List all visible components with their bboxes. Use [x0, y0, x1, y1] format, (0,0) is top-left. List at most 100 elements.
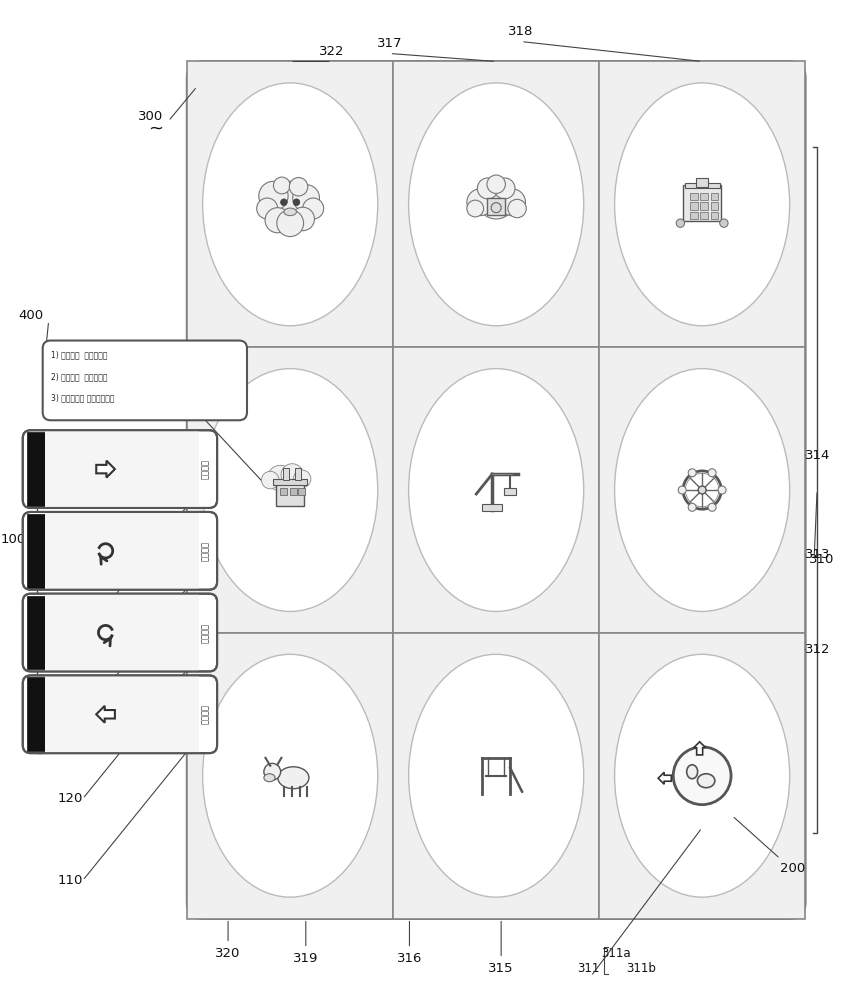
- Circle shape: [467, 200, 484, 217]
- Bar: [504, 488, 516, 495]
- Ellipse shape: [284, 208, 297, 216]
- Circle shape: [674, 747, 731, 805]
- Text: 110: 110: [58, 874, 83, 887]
- Text: 311: 311: [577, 962, 600, 975]
- Circle shape: [467, 189, 494, 216]
- Text: 3) 設定目的地 目的地：宇宙: 3) 設定目的地 目的地：宇宙: [51, 394, 114, 403]
- Text: 316: 316: [397, 952, 422, 965]
- Bar: [45, 675, 199, 753]
- Circle shape: [708, 469, 716, 477]
- Bar: [685, 183, 720, 188]
- Circle shape: [698, 486, 706, 494]
- Text: 120: 120: [58, 792, 83, 805]
- Bar: [27, 432, 45, 506]
- Ellipse shape: [409, 369, 583, 611]
- Ellipse shape: [264, 763, 281, 780]
- Circle shape: [688, 469, 696, 477]
- Circle shape: [267, 181, 314, 227]
- Text: 313: 313: [805, 548, 831, 561]
- Bar: [711, 193, 718, 200]
- Text: 312: 312: [805, 643, 831, 656]
- Circle shape: [273, 177, 290, 194]
- FancyBboxPatch shape: [23, 512, 217, 590]
- Text: 100: 100: [0, 533, 25, 546]
- Circle shape: [281, 464, 303, 486]
- Bar: [393, 61, 599, 347]
- Circle shape: [708, 503, 716, 511]
- Bar: [690, 212, 698, 219]
- Bar: [187, 347, 393, 633]
- Bar: [290, 488, 297, 495]
- Bar: [695, 178, 708, 187]
- Ellipse shape: [697, 774, 715, 788]
- Bar: [280, 488, 287, 495]
- Circle shape: [265, 208, 290, 233]
- Circle shape: [507, 199, 526, 218]
- Circle shape: [289, 178, 308, 196]
- Polygon shape: [96, 706, 115, 723]
- Text: 322: 322: [319, 45, 345, 58]
- Circle shape: [679, 486, 686, 494]
- Bar: [277, 484, 304, 506]
- Circle shape: [291, 207, 314, 231]
- Bar: [701, 212, 708, 219]
- Polygon shape: [694, 742, 706, 755]
- Text: 311a: 311a: [601, 947, 631, 960]
- FancyBboxPatch shape: [43, 341, 247, 420]
- Circle shape: [277, 210, 303, 237]
- Bar: [45, 594, 199, 671]
- Bar: [599, 61, 805, 347]
- Text: 400: 400: [19, 309, 43, 322]
- Bar: [187, 633, 393, 919]
- Ellipse shape: [409, 83, 583, 326]
- Ellipse shape: [687, 765, 698, 779]
- Bar: [273, 479, 307, 485]
- Text: 前進移動: 前進移動: [201, 459, 210, 479]
- Bar: [487, 198, 505, 215]
- Text: ~: ~: [148, 119, 163, 137]
- Text: 314: 314: [805, 449, 830, 462]
- Bar: [187, 61, 393, 347]
- Bar: [711, 202, 718, 210]
- Bar: [684, 185, 721, 221]
- Bar: [283, 468, 288, 480]
- Bar: [393, 347, 599, 633]
- Circle shape: [720, 219, 728, 227]
- Ellipse shape: [278, 767, 309, 789]
- Bar: [701, 193, 708, 200]
- Text: 140: 140: [58, 629, 83, 642]
- Bar: [298, 488, 304, 495]
- Bar: [45, 430, 199, 508]
- Bar: [27, 677, 45, 751]
- Text: 310: 310: [809, 553, 835, 566]
- Bar: [27, 596, 45, 669]
- Circle shape: [281, 199, 287, 206]
- Ellipse shape: [264, 774, 275, 782]
- Text: 318: 318: [508, 25, 534, 38]
- Text: 130: 130: [58, 711, 83, 724]
- Bar: [393, 633, 599, 919]
- Circle shape: [293, 199, 300, 206]
- Text: 1) 設定位置  第一個位置: 1) 設定位置 第一個位置: [51, 350, 107, 359]
- FancyBboxPatch shape: [187, 61, 805, 919]
- Text: 300: 300: [137, 110, 163, 123]
- Ellipse shape: [202, 654, 378, 897]
- Bar: [690, 193, 698, 200]
- Polygon shape: [96, 461, 115, 478]
- Bar: [599, 633, 805, 919]
- Bar: [27, 514, 45, 588]
- Text: 315: 315: [488, 962, 514, 975]
- Circle shape: [499, 189, 525, 216]
- Text: 317: 317: [377, 37, 402, 50]
- Circle shape: [491, 203, 502, 213]
- Text: 319: 319: [293, 952, 319, 965]
- FancyBboxPatch shape: [23, 675, 217, 753]
- Circle shape: [688, 503, 696, 511]
- FancyBboxPatch shape: [23, 430, 217, 508]
- Ellipse shape: [409, 654, 583, 897]
- Bar: [482, 504, 502, 511]
- Text: 前進移動: 前進移動: [201, 704, 210, 724]
- Bar: [701, 202, 708, 210]
- Circle shape: [293, 470, 311, 488]
- Text: 321: 321: [158, 384, 183, 397]
